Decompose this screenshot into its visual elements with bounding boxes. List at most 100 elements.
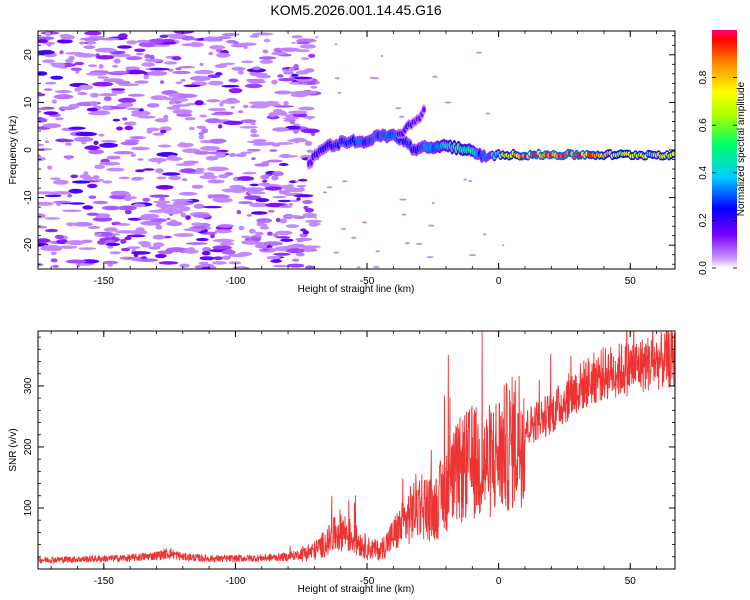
noise-speckle (426, 256, 434, 259)
noise-speckle (279, 218, 288, 224)
noise-speckle (149, 194, 170, 198)
noise-speckle (120, 141, 139, 146)
noise-speckle (219, 101, 224, 107)
noise-speckle (79, 41, 85, 45)
noise-speckle (300, 57, 310, 60)
noise-speckle (185, 242, 208, 245)
noise-speckle (129, 136, 146, 140)
noise-speckle (274, 142, 294, 145)
noise-speckle (89, 92, 100, 98)
noise-speckle (83, 37, 100, 42)
noise-speckle (165, 247, 187, 253)
noise-speckle (153, 200, 171, 204)
noise-speckle (203, 36, 221, 42)
noise-speckle (315, 36, 319, 39)
noise-speckle (92, 216, 113, 222)
noise-speckle (153, 44, 170, 47)
noise-speckle (124, 236, 132, 241)
noise-speckle (249, 183, 260, 187)
noise-speckle (158, 208, 179, 212)
x-tick-label: -150 (94, 276, 114, 287)
noise-speckle (248, 190, 260, 195)
noise-speckle (74, 87, 82, 92)
noise-speckle (170, 97, 189, 102)
noise-speckle (113, 58, 121, 64)
noise-speckle (310, 85, 318, 89)
noise-speckle (171, 199, 194, 202)
noise-speckle (248, 101, 269, 105)
noise-speckle (38, 213, 46, 219)
noise-speckle (248, 72, 254, 75)
noise-speckle (120, 247, 131, 252)
noise-speckle (215, 153, 227, 158)
noise-speckle (146, 127, 160, 132)
noise-speckle (295, 252, 305, 257)
noise-speckle (334, 43, 338, 46)
noise-speckle (236, 209, 242, 215)
noise-speckle (428, 224, 435, 227)
noise-speckle (93, 178, 105, 182)
noise-speckle (173, 233, 194, 237)
noise-speckle (180, 79, 186, 82)
noise-speckle (54, 90, 72, 94)
noise-speckle (113, 151, 134, 155)
noise-speckle (239, 126, 258, 129)
noise-speckle (67, 193, 73, 198)
noise-speckle (263, 102, 281, 107)
noise-speckle (198, 134, 205, 140)
noise-speckle (45, 31, 52, 37)
noise-speckle (103, 96, 112, 102)
noise-speckle (38, 143, 45, 147)
noise-speckle (255, 198, 270, 203)
noise-speckle (166, 106, 181, 110)
noise-speckle (221, 84, 240, 88)
noise-speckle (92, 81, 113, 87)
noise-speckle (175, 67, 182, 71)
noise-speckle (140, 243, 152, 248)
noise-speckle (308, 53, 316, 58)
noise-speckle (282, 117, 299, 120)
noise-speckle (160, 129, 167, 134)
noise-speckle (109, 53, 132, 57)
noise-speckle (249, 202, 269, 208)
ridge-cell (422, 106, 426, 113)
noise-speckle (182, 249, 199, 254)
noise-speckle (172, 70, 191, 75)
noise-speckle (191, 222, 203, 226)
noise-speckle (183, 228, 202, 232)
noise-speckle (95, 55, 115, 60)
noise-speckle (152, 234, 166, 240)
noise-speckle (51, 62, 66, 68)
noise-speckle (231, 66, 246, 71)
noise-speckle (249, 34, 260, 38)
noise-speckle (267, 231, 273, 236)
x-tick-label: -50 (360, 276, 375, 287)
noise-speckle (258, 56, 277, 60)
noise-speckle (117, 45, 132, 49)
noise-speckle (68, 202, 86, 205)
noise-speckle (92, 175, 100, 180)
noise-speckle (120, 238, 127, 244)
noise-speckle (199, 114, 208, 118)
noise-speckle (485, 112, 490, 115)
y-tick-label: 100 (23, 499, 34, 516)
noise-speckle (163, 114, 169, 120)
noise-speckle (193, 214, 211, 218)
noise-speckle (314, 216, 317, 219)
noise-speckle (66, 222, 75, 227)
noise-speckle (131, 176, 145, 180)
noise-speckle (262, 49, 269, 54)
noise-speckle (212, 256, 224, 261)
noise-speckle (297, 82, 318, 85)
noise-speckle (60, 139, 74, 143)
noise-speckle (136, 258, 159, 263)
noise-speckle (284, 215, 302, 218)
noise-speckle (54, 234, 65, 240)
noise-speckle (188, 42, 204, 48)
noise-speckle (135, 227, 145, 233)
noise-speckle (44, 217, 61, 220)
noise-speckle (228, 152, 237, 157)
noise-speckle (172, 104, 191, 107)
noise-speckle (372, 266, 380, 268)
noise-speckle (207, 74, 221, 78)
